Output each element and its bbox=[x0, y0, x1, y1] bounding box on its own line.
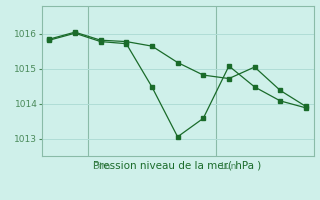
Text: Lun: Lun bbox=[220, 162, 236, 171]
X-axis label: Pression niveau de la mer( hPa ): Pression niveau de la mer( hPa ) bbox=[93, 160, 262, 170]
Text: Dim: Dim bbox=[92, 162, 110, 171]
